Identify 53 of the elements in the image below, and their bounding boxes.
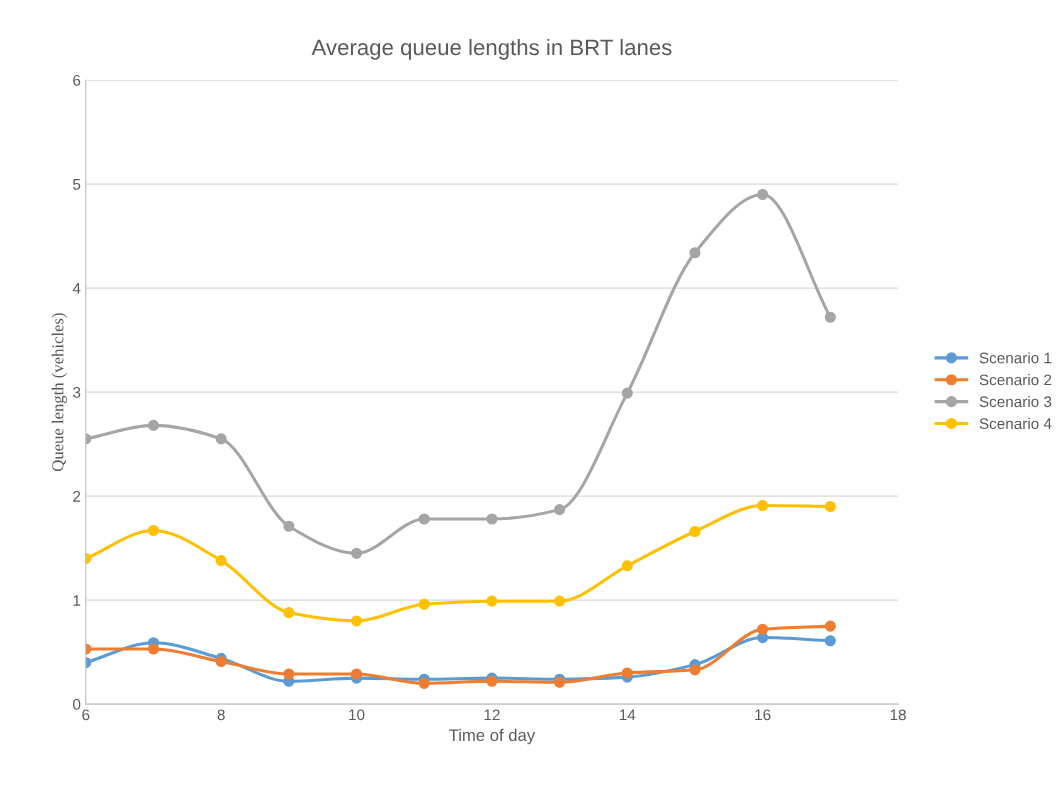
point: [554, 595, 566, 607]
x-tick-label: 10: [349, 709, 365, 721]
legend-label: Scenario 2: [979, 374, 1052, 386]
point: [350, 615, 363, 627]
point: [621, 387, 633, 399]
y-tick-label: 4: [72, 283, 81, 294]
y-tick-label: 5: [73, 179, 81, 190]
point: [147, 643, 160, 655]
y-tick-label: 3: [73, 386, 81, 398]
point: [824, 500, 836, 513]
point: [215, 555, 227, 567]
point: [757, 188, 769, 201]
point: [147, 524, 160, 537]
legend-label: Scenario 1: [979, 352, 1052, 364]
y-tick-label: 6: [73, 74, 81, 86]
point: [283, 668, 295, 680]
point: [824, 311, 836, 323]
point: [824, 620, 836, 632]
x-tick-label: 8: [217, 709, 225, 721]
y-tick-label: 1: [73, 595, 81, 606]
point: [486, 595, 498, 607]
point: [283, 607, 295, 619]
y-tick-label: 0: [73, 699, 81, 710]
point: [757, 623, 769, 635]
point: [824, 635, 836, 647]
point: [689, 247, 701, 259]
point: [689, 664, 701, 676]
point: [757, 499, 769, 512]
y-tick-label: 2: [73, 490, 81, 502]
point: [350, 668, 363, 680]
y-axis-title: Queue length (vehicles): [51, 313, 67, 472]
point: [215, 655, 227, 668]
point: [554, 504, 566, 516]
point: [215, 433, 227, 445]
x-tick-label: 18: [890, 709, 906, 721]
point: [418, 513, 430, 525]
x-tick-label: 16: [755, 709, 771, 721]
point: [147, 419, 160, 431]
point: [283, 520, 295, 532]
point: [486, 513, 498, 525]
x-tick-label: 14: [619, 709, 636, 721]
point: [689, 525, 701, 538]
point: [621, 667, 633, 679]
point: [350, 547, 363, 559]
chart-title: Average queue lengths in BRT lanes: [311, 38, 672, 60]
point: [418, 598, 430, 610]
x-tick-label: 6: [82, 709, 90, 721]
x-axis-title: Time of day: [449, 728, 536, 745]
legend-label: Scenario 4: [979, 417, 1052, 430]
legend-label: Scenario 3: [979, 395, 1052, 408]
point: [621, 560, 633, 572]
point: [418, 677, 430, 689]
x-tick-label: 12: [484, 709, 500, 721]
